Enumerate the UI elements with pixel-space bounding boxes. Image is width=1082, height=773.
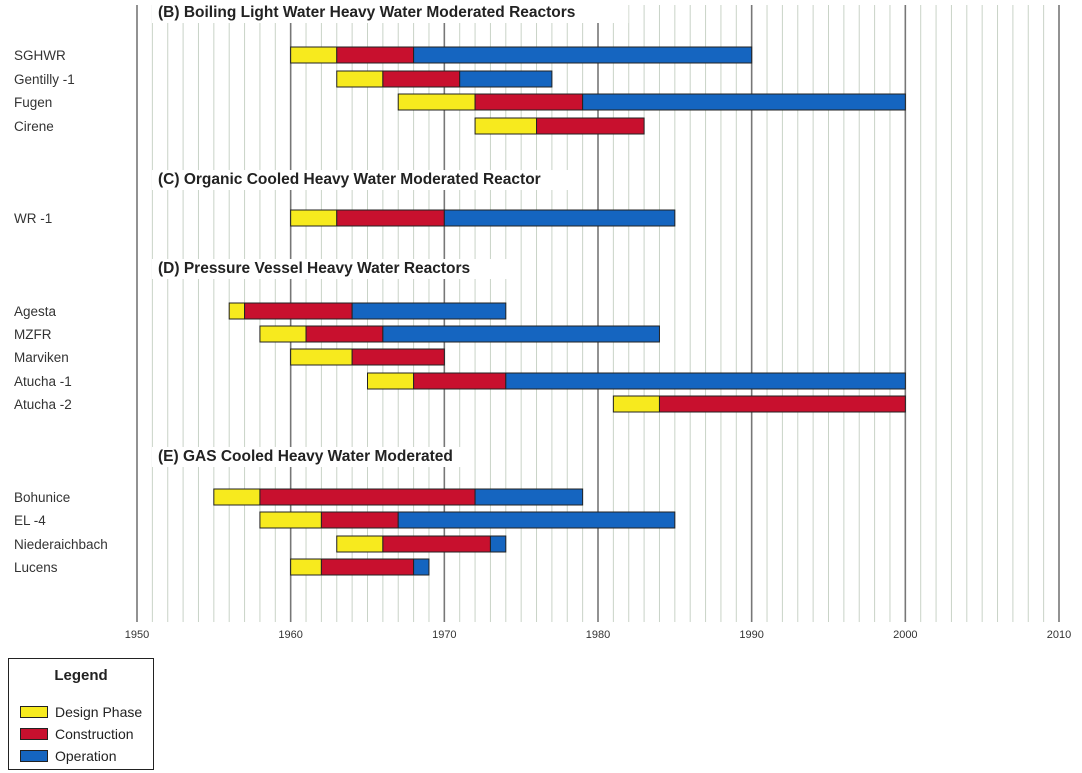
section-title: (B) Boiling Light Water Heavy Water Mode…	[158, 4, 575, 21]
design-bar	[336, 535, 384, 553]
design-bar	[397, 93, 476, 111]
operation-bar	[413, 46, 753, 64]
construction-bar	[336, 46, 415, 64]
design-bar	[290, 46, 338, 64]
section-title: (C) Organic Cooled Heavy Water Moderated…	[158, 171, 541, 188]
x-tick-label: 1990	[739, 629, 763, 641]
x-tick-label: 1960	[278, 629, 302, 641]
construction-bar	[474, 93, 584, 111]
row-label: MZFR	[14, 327, 52, 342]
design-bar	[259, 325, 307, 343]
row-label: Gentilly -1	[14, 72, 75, 87]
operation-bar	[582, 93, 906, 111]
legend-label-operation: Operation	[55, 748, 117, 764]
section-title-bg	[152, 259, 508, 279]
row-label: SGHWR	[14, 48, 66, 63]
legend-swatch-design	[20, 706, 48, 718]
legend-label-design: Design Phase	[55, 704, 143, 720]
row-label: EL -4	[14, 513, 46, 528]
row-label: Niederaichbach	[14, 537, 108, 552]
construction-bar	[351, 348, 445, 366]
row-label: Atucha -1	[14, 374, 72, 389]
legend-swatch-construction	[20, 728, 48, 740]
design-bar	[367, 372, 415, 390]
x-tick-label: 1970	[432, 629, 456, 641]
design-bar	[213, 488, 261, 506]
construction-bar	[244, 302, 353, 320]
design-bar	[259, 511, 322, 529]
x-tick-label: 2010	[1047, 629, 1071, 641]
bars	[213, 46, 906, 576]
operation-bar	[505, 372, 906, 390]
operation-bar	[413, 558, 430, 576]
construction-bar	[336, 209, 445, 227]
legend-item-construction: Construction	[20, 725, 134, 743]
legend-item-operation: Operation	[20, 747, 116, 765]
design-bar	[336, 70, 384, 88]
row-label: Bohunice	[14, 490, 70, 505]
legend-swatch-operation	[20, 750, 48, 762]
legend: Legend Design Phase Construction Operati…	[8, 658, 154, 770]
legend-label-construction: Construction	[55, 726, 134, 742]
operation-bar	[443, 209, 676, 227]
row-label: Fugen	[14, 95, 52, 110]
design-bar	[474, 117, 538, 135]
row-label: Atucha -2	[14, 397, 72, 412]
section-title-bg	[152, 170, 577, 190]
operation-bar	[397, 511, 676, 529]
design-bar	[290, 558, 322, 576]
x-tick-label: 1950	[125, 629, 149, 641]
operation-bar	[351, 302, 507, 320]
design-bar	[290, 348, 353, 366]
x-tick-label: 1980	[586, 629, 610, 641]
row-label: WR -1	[14, 211, 52, 226]
design-bar	[290, 209, 338, 227]
operation-bar	[459, 70, 553, 88]
x-axis-ticks: 1950 1960 1970 1980 1990 2000 2010	[125, 629, 1071, 641]
construction-bar	[305, 325, 384, 343]
operation-bar	[489, 535, 507, 553]
construction-bar	[320, 511, 399, 529]
operation-bar	[474, 488, 584, 506]
construction-bar	[382, 535, 491, 553]
row-label: Marviken	[14, 350, 69, 365]
legend-item-design: Design Phase	[20, 703, 142, 721]
section-title: (E) GAS Cooled Heavy Water Moderated	[158, 448, 453, 465]
construction-bar	[259, 488, 476, 506]
design-bar	[612, 395, 660, 413]
row-labels: SGHWR Gentilly -1 Fugen Cirene WR -1 Agesta MZ…	[14, 48, 108, 575]
section-title: (D) Pressure Vessel Heavy Water Reactors	[158, 260, 470, 277]
section-title-bg	[152, 447, 474, 467]
design-bar	[228, 302, 246, 320]
construction-bar	[320, 558, 415, 576]
row-label: Agesta	[14, 304, 57, 319]
row-label: Lucens	[14, 560, 58, 575]
construction-bar	[413, 372, 507, 390]
section-titles: (B) Boiling Light Water Heavy Water Mode…	[152, 3, 629, 467]
construction-bar	[382, 70, 461, 88]
row-label: Cirene	[14, 119, 54, 134]
legend-title: Legend	[54, 667, 108, 684]
operation-bar	[382, 325, 660, 343]
section-title-bg	[152, 3, 629, 23]
x-tick-label: 2000	[893, 629, 917, 641]
construction-bar	[536, 117, 645, 135]
construction-bar	[658, 395, 906, 413]
